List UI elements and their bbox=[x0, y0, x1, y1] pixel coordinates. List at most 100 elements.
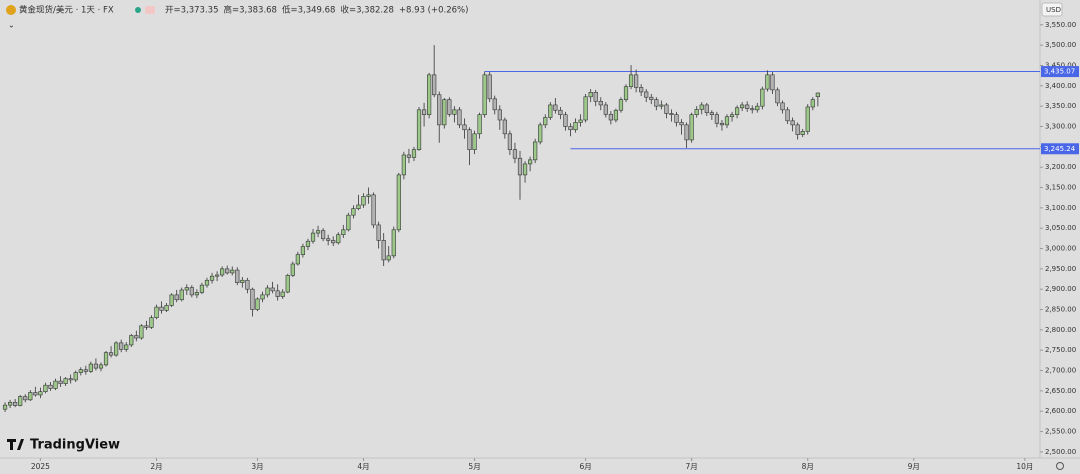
candle-body bbox=[38, 391, 43, 396]
candle-body bbox=[265, 287, 270, 296]
candle-body bbox=[502, 119, 507, 135]
candle-body bbox=[795, 124, 800, 135]
candle-body bbox=[13, 401, 18, 406]
symbol-icon bbox=[6, 5, 16, 15]
candle-body bbox=[724, 116, 730, 126]
y-tick-label: 3,300.00 bbox=[1045, 122, 1076, 130]
candle-body bbox=[709, 112, 714, 116]
y-tick-label: 3,400.00 bbox=[1045, 82, 1076, 90]
candle-body bbox=[462, 124, 467, 131]
y-tick-label: 3,350.00 bbox=[1045, 102, 1076, 110]
collapse-icon[interactable]: ⌄ bbox=[8, 21, 15, 30]
candle-body bbox=[2, 404, 8, 410]
settings-icon[interactable] bbox=[1056, 462, 1064, 470]
candle-body bbox=[800, 131, 805, 135]
candle-body bbox=[63, 378, 68, 384]
candle-body bbox=[240, 279, 245, 283]
candle-body bbox=[603, 104, 608, 115]
candle-body bbox=[361, 196, 366, 206]
x-tick-label: 6月 bbox=[579, 462, 591, 471]
candle-body bbox=[189, 287, 194, 296]
candle-body bbox=[184, 287, 189, 291]
x-tick-label: 8月 bbox=[802, 462, 814, 471]
candle-body bbox=[482, 74, 487, 116]
brand-logo: TradingView bbox=[7, 438, 120, 453]
x-tick-label: 4月 bbox=[357, 462, 369, 471]
candle-body bbox=[613, 109, 619, 121]
y-tick-label: 3,150.00 bbox=[1045, 184, 1076, 192]
candle-body bbox=[684, 124, 689, 141]
candle-body bbox=[714, 114, 719, 124]
candle-body bbox=[396, 174, 401, 231]
candle-body bbox=[729, 114, 735, 118]
candle-body bbox=[497, 109, 502, 121]
candle-body bbox=[588, 92, 593, 98]
candle-body bbox=[33, 392, 38, 396]
currency[interactable]: USD bbox=[1046, 6, 1061, 14]
candle-body bbox=[119, 342, 124, 350]
y-tick-label: 2,600.00 bbox=[1045, 407, 1076, 415]
symbol-title[interactable]: 黄金现货/美元 · 1天 · FX bbox=[19, 5, 114, 16]
candle-body bbox=[194, 292, 199, 296]
candle-body bbox=[548, 104, 553, 118]
candle-body bbox=[114, 342, 119, 356]
candle-body bbox=[447, 99, 452, 115]
candle-body bbox=[245, 279, 250, 290]
candle-body bbox=[553, 104, 558, 111]
candle-body bbox=[280, 291, 285, 297]
candle-body bbox=[477, 114, 482, 135]
candle-body bbox=[144, 325, 149, 328]
candle-body bbox=[18, 396, 23, 406]
candle-body bbox=[98, 364, 104, 369]
candle-body bbox=[527, 159, 533, 165]
candle-body bbox=[351, 208, 356, 216]
candle-body bbox=[300, 246, 306, 255]
candle-body bbox=[618, 99, 624, 111]
candle-body bbox=[517, 157, 523, 176]
candle-body bbox=[290, 263, 295, 276]
candle-body bbox=[48, 384, 53, 389]
candle-body bbox=[331, 240, 336, 244]
candle-body bbox=[558, 109, 563, 116]
candle-body bbox=[770, 74, 775, 91]
candle-body bbox=[401, 154, 406, 176]
candle-body bbox=[164, 305, 169, 311]
candle-body bbox=[43, 384, 48, 392]
candle-body bbox=[775, 89, 780, 104]
candle-body bbox=[376, 224, 381, 241]
y-tick-label: 2,750.00 bbox=[1045, 346, 1076, 354]
candle-body bbox=[679, 122, 684, 126]
candle-body bbox=[103, 352, 109, 366]
y-tick-label: 3,200.00 bbox=[1045, 163, 1076, 171]
candle-body bbox=[507, 133, 513, 150]
candle-body bbox=[628, 74, 634, 87]
y-tick-label: 2,850.00 bbox=[1045, 306, 1076, 314]
candle-body bbox=[88, 363, 93, 372]
candle-body bbox=[199, 284, 205, 293]
logo-mark bbox=[7, 439, 24, 450]
x-tick-label: 7月 bbox=[686, 462, 698, 471]
candle-body bbox=[83, 369, 88, 372]
candle-body bbox=[578, 119, 583, 123]
candle-body bbox=[134, 335, 139, 339]
candle-body bbox=[704, 104, 709, 113]
status-dot bbox=[135, 7, 141, 13]
candle-body bbox=[785, 109, 790, 122]
status-badge bbox=[145, 6, 155, 14]
candle-body bbox=[336, 234, 341, 244]
y-tick-label: 3,550.00 bbox=[1045, 21, 1076, 29]
y-tick-label: 3,000.00 bbox=[1045, 245, 1076, 253]
candle-body bbox=[381, 240, 386, 261]
candle-body bbox=[28, 392, 33, 401]
y-tick-label: 3,500.00 bbox=[1045, 41, 1076, 49]
candle-body bbox=[760, 88, 765, 107]
y-tick-label: 3,050.00 bbox=[1045, 224, 1076, 232]
x-tick-label: 10月 bbox=[1016, 462, 1033, 471]
currency-button[interactable] bbox=[1041, 2, 1063, 17]
candle-body bbox=[295, 254, 300, 265]
candle-body bbox=[58, 380, 63, 384]
candle-body bbox=[699, 104, 704, 110]
y-tick-label: 2,950.00 bbox=[1045, 265, 1076, 273]
ohlc-value: +8.93 (+0.26%) bbox=[399, 6, 469, 16]
